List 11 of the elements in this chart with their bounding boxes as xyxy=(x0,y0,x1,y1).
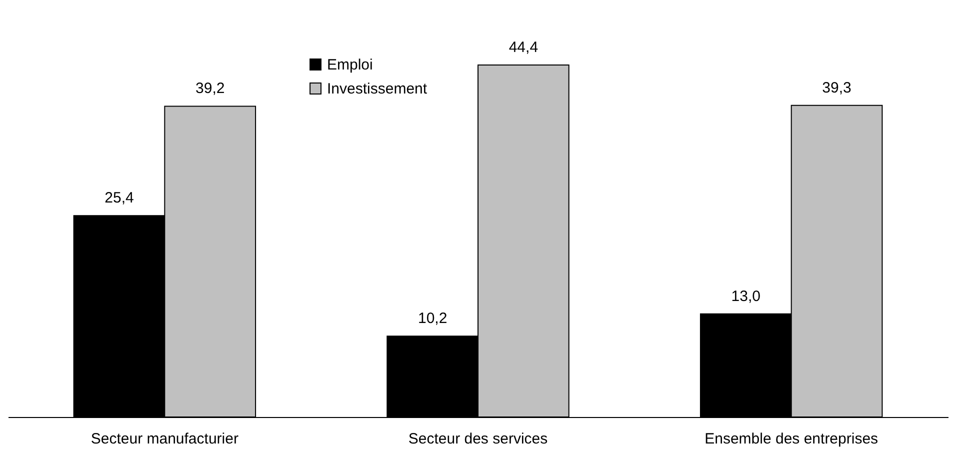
legend-label: Investissement xyxy=(327,80,428,98)
x-tick-label: Secteur manufacturier xyxy=(90,430,238,448)
legend-label: Emploi xyxy=(327,56,373,74)
data-label: 44,4 xyxy=(508,39,538,56)
data-label: 13,0 xyxy=(731,288,760,305)
data-label: 10,2 xyxy=(418,310,448,328)
data-label: 25,4 xyxy=(104,190,134,207)
data-label: 39,3 xyxy=(822,79,852,96)
data-label: 39,2 xyxy=(196,80,225,98)
x-tick-label: Ensemble des entreprises xyxy=(704,430,878,448)
x-tick-label: Secteur des services xyxy=(408,430,548,448)
